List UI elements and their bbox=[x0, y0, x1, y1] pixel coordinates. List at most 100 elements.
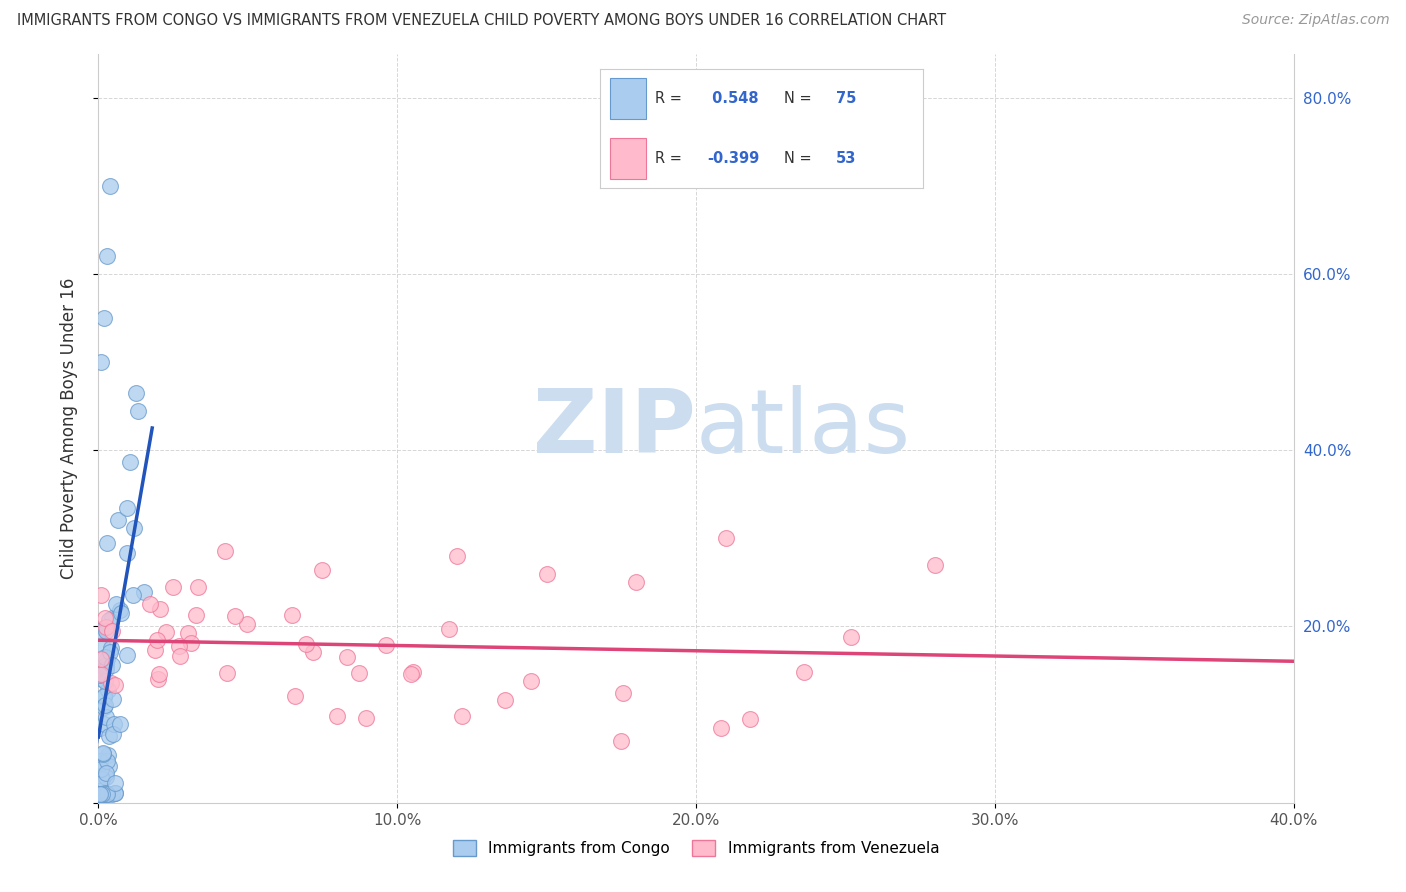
Point bbox=[89, 667, 111, 681]
Point bbox=[90, 763, 112, 777]
Point bbox=[90, 588, 112, 602]
Point bbox=[311, 563, 333, 577]
Text: atlas: atlas bbox=[696, 384, 911, 472]
Point bbox=[96, 787, 118, 801]
Point bbox=[91, 772, 114, 786]
Point bbox=[90, 783, 112, 797]
Point bbox=[93, 621, 115, 635]
Point bbox=[115, 546, 138, 560]
Point bbox=[96, 652, 118, 666]
Point bbox=[90, 787, 112, 801]
Point bbox=[162, 581, 184, 595]
Point bbox=[96, 770, 118, 784]
Point bbox=[167, 640, 190, 654]
Point bbox=[98, 758, 121, 772]
Point bbox=[215, 666, 238, 681]
Point bbox=[148, 667, 170, 681]
Point bbox=[610, 733, 633, 747]
Point bbox=[97, 747, 120, 762]
Point bbox=[101, 692, 124, 706]
Point bbox=[446, 549, 468, 563]
Point bbox=[100, 641, 122, 656]
Point bbox=[494, 692, 516, 706]
Point bbox=[94, 787, 117, 801]
Point bbox=[115, 648, 138, 662]
Point bbox=[100, 611, 122, 625]
Point bbox=[94, 709, 117, 723]
Point bbox=[90, 667, 112, 681]
Point bbox=[710, 722, 733, 736]
Point bbox=[104, 776, 127, 790]
Text: IMMIGRANTS FROM CONGO VS IMMIGRANTS FROM VENEZUELA CHILD POVERTY AMONG BOYS UNDE: IMMIGRANTS FROM CONGO VS IMMIGRANTS FROM… bbox=[17, 13, 946, 29]
Point bbox=[94, 766, 117, 780]
Point bbox=[236, 616, 259, 631]
Point bbox=[302, 645, 325, 659]
Point bbox=[89, 787, 111, 801]
Point bbox=[124, 386, 146, 401]
Point bbox=[91, 673, 114, 687]
Point bbox=[295, 637, 318, 651]
Point bbox=[146, 632, 169, 647]
Point bbox=[110, 606, 132, 620]
Point bbox=[184, 607, 207, 622]
Point bbox=[336, 650, 359, 665]
Point bbox=[104, 678, 127, 692]
Point bbox=[89, 754, 111, 768]
Point bbox=[91, 787, 114, 801]
Point bbox=[97, 683, 120, 698]
Point bbox=[107, 513, 129, 527]
Point bbox=[91, 747, 114, 761]
Point bbox=[108, 603, 131, 617]
Point bbox=[94, 787, 117, 801]
Point bbox=[89, 722, 111, 736]
Point bbox=[626, 575, 648, 590]
Point bbox=[96, 787, 118, 801]
Point bbox=[97, 729, 120, 743]
Point bbox=[115, 501, 138, 516]
Point bbox=[224, 609, 246, 624]
Point bbox=[100, 676, 122, 690]
Point bbox=[94, 611, 117, 625]
Point bbox=[143, 642, 166, 657]
Point bbox=[169, 648, 191, 663]
Point bbox=[94, 662, 117, 676]
Point bbox=[281, 608, 304, 623]
Point bbox=[146, 673, 169, 687]
Point bbox=[399, 667, 422, 681]
Point bbox=[103, 716, 125, 731]
Point bbox=[89, 624, 111, 639]
Point bbox=[98, 613, 121, 627]
Point bbox=[122, 588, 145, 602]
Point bbox=[214, 544, 236, 558]
Point bbox=[93, 690, 115, 705]
Point bbox=[93, 310, 115, 325]
Point bbox=[177, 626, 200, 640]
Point bbox=[402, 665, 425, 680]
Point bbox=[91, 638, 114, 652]
Point bbox=[284, 689, 307, 703]
Point bbox=[96, 755, 118, 769]
Point bbox=[89, 787, 111, 801]
Point bbox=[374, 638, 396, 652]
Point bbox=[714, 532, 737, 546]
Point bbox=[101, 624, 124, 639]
Point bbox=[127, 404, 149, 418]
Point bbox=[793, 665, 815, 679]
Point bbox=[90, 787, 112, 801]
Point bbox=[89, 787, 111, 801]
Point bbox=[103, 727, 125, 741]
Point bbox=[94, 650, 117, 665]
Point bbox=[536, 566, 558, 581]
Point bbox=[104, 598, 127, 612]
Point bbox=[187, 580, 209, 594]
Text: Source: ZipAtlas.com: Source: ZipAtlas.com bbox=[1241, 13, 1389, 28]
Point bbox=[149, 602, 172, 616]
Legend: Immigrants from Congo, Immigrants from Venezuela: Immigrants from Congo, Immigrants from V… bbox=[447, 834, 945, 863]
Point bbox=[91, 746, 114, 760]
Point bbox=[122, 521, 145, 535]
Point bbox=[325, 709, 347, 723]
Point bbox=[924, 558, 946, 572]
Point bbox=[93, 699, 115, 714]
Point bbox=[94, 674, 117, 689]
Point bbox=[93, 716, 115, 731]
